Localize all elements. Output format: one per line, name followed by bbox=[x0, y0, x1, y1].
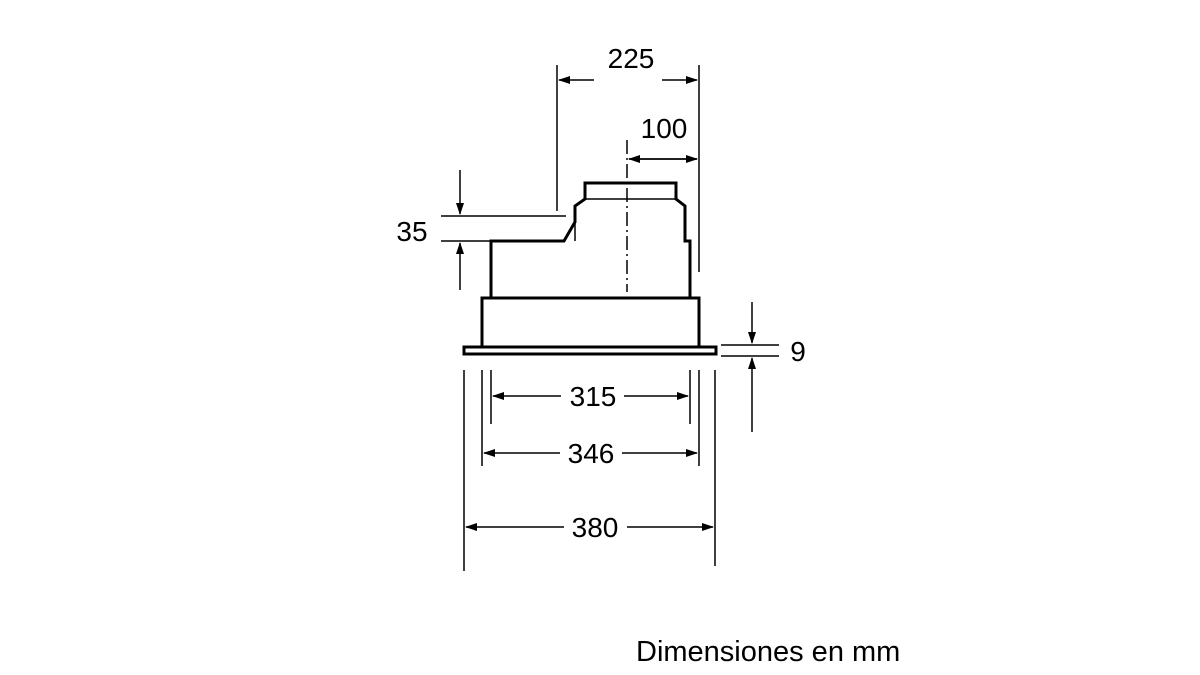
upper-body bbox=[489, 181, 692, 298]
hood-body bbox=[462, 140, 718, 356]
flange-plate bbox=[462, 345, 718, 356]
dim-100: 100 bbox=[628, 113, 698, 163]
dim-35-label: 35 bbox=[396, 216, 427, 247]
dim-100-label: 100 bbox=[641, 113, 688, 144]
dim-346-label: 346 bbox=[568, 438, 615, 469]
dim-225-label: 225 bbox=[608, 43, 655, 74]
dim-315: 315 bbox=[490, 370, 691, 424]
lower-body bbox=[480, 296, 701, 347]
units-caption: Dimensiones en mm bbox=[636, 636, 901, 668]
dim-380: 380 bbox=[463, 370, 716, 571]
dim-346: 346 bbox=[481, 370, 700, 469]
dim-35: 35 bbox=[396, 170, 566, 290]
dim-9-label: 9 bbox=[790, 336, 806, 367]
dim-380-label: 380 bbox=[572, 512, 619, 543]
dim-315-label: 315 bbox=[570, 381, 617, 412]
dim-9: 9 bbox=[721, 302, 806, 432]
dim-225: 225 bbox=[556, 43, 700, 272]
